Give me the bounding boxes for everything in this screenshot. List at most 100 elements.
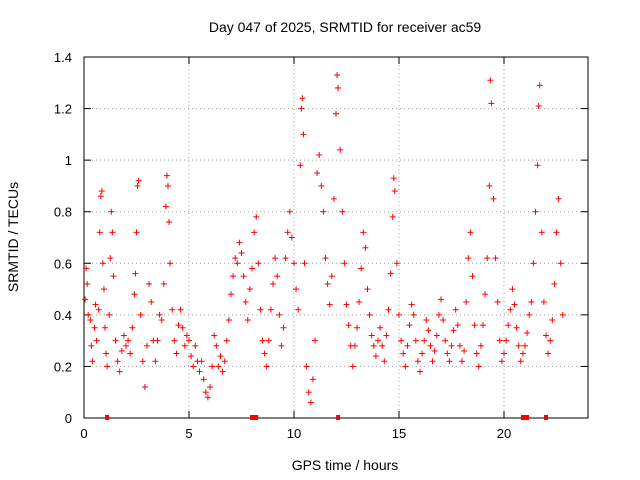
data-point [228, 291, 234, 298]
data-point [278, 342, 285, 349]
data-point [549, 317, 556, 324]
data-point [221, 358, 228, 365]
data-point [505, 322, 512, 329]
data-point [356, 298, 363, 305]
data-point [377, 324, 384, 331]
data-point [431, 347, 438, 354]
data-point [144, 342, 150, 349]
data-point [99, 260, 106, 267]
data-point [354, 324, 360, 331]
data-point [536, 82, 543, 89]
data-point [410, 311, 417, 318]
data-point [421, 337, 428, 344]
data-point [324, 280, 331, 287]
data-point [100, 286, 107, 293]
data-point [391, 188, 398, 195]
data-point [467, 229, 474, 236]
data-point [255, 260, 262, 267]
data-point [102, 324, 108, 331]
data-point [398, 337, 405, 344]
y-tick-label: 0.8 [54, 205, 72, 220]
data-point [125, 337, 132, 344]
data-point [109, 229, 116, 236]
data-point [166, 219, 173, 226]
data-point [448, 342, 455, 349]
data-point [509, 286, 516, 293]
data-point [246, 286, 253, 293]
data-point [137, 311, 144, 318]
data-point [173, 350, 180, 357]
data-point [343, 301, 350, 308]
data-point [261, 350, 268, 357]
data-point [425, 327, 432, 334]
data-point [475, 363, 482, 370]
data-point [538, 229, 545, 236]
data-point [477, 342, 484, 349]
data-point [301, 260, 308, 267]
data-point [454, 322, 461, 329]
data-point [183, 332, 190, 339]
data-point [295, 306, 302, 313]
data-point [103, 350, 110, 357]
x-tick-label: 5 [185, 426, 192, 441]
data-point [106, 311, 113, 318]
data-point [190, 363, 197, 370]
data-point [177, 306, 184, 313]
data-point [559, 311, 566, 318]
data-point [385, 306, 392, 313]
data-point [108, 208, 115, 215]
data-point [92, 301, 99, 308]
data-point [540, 298, 547, 305]
data-point [93, 337, 100, 344]
data-point [314, 170, 321, 177]
data-point [213, 342, 220, 349]
data-point [442, 337, 449, 344]
data-point [270, 280, 276, 287]
data-point [362, 244, 369, 251]
data-point [339, 208, 346, 215]
data-point [160, 280, 167, 287]
data-point [207, 384, 213, 391]
baseline-marker [254, 415, 259, 420]
data-point [482, 291, 489, 298]
data-point [225, 317, 232, 324]
baseline-marker [250, 415, 254, 420]
data-point [259, 337, 266, 344]
y-tick-label: 0.6 [54, 256, 72, 271]
data-point [423, 317, 430, 324]
data-point [390, 175, 397, 182]
data-point [236, 239, 243, 246]
data-point [135, 177, 142, 184]
data-point [88, 342, 95, 349]
data-point [276, 311, 283, 318]
data-point [427, 342, 434, 349]
data-point [480, 322, 486, 329]
data-point [522, 342, 528, 349]
data-point [211, 332, 218, 339]
data-point [131, 291, 138, 298]
data-point [89, 358, 96, 365]
data-point [244, 317, 251, 324]
data-point [158, 317, 165, 324]
y-tick-label: 0.2 [54, 359, 72, 374]
x-tick-label: 0 [80, 426, 87, 441]
data-point [528, 298, 535, 305]
data-point [198, 358, 205, 365]
data-point [404, 342, 411, 349]
data-point [148, 298, 155, 305]
data-point [366, 311, 373, 318]
baseline-marker [523, 415, 527, 420]
data-point [463, 298, 470, 305]
data-point [87, 317, 94, 324]
data-point [146, 280, 153, 287]
data-point [333, 110, 339, 117]
data-point [446, 358, 453, 365]
data-point [118, 347, 125, 354]
x-tick-label: 10 [287, 426, 301, 441]
data-point [370, 342, 377, 349]
data-point [507, 306, 514, 313]
data-point [402, 363, 409, 370]
data-point [543, 332, 549, 339]
data-point [452, 306, 459, 313]
data-point [112, 337, 119, 344]
